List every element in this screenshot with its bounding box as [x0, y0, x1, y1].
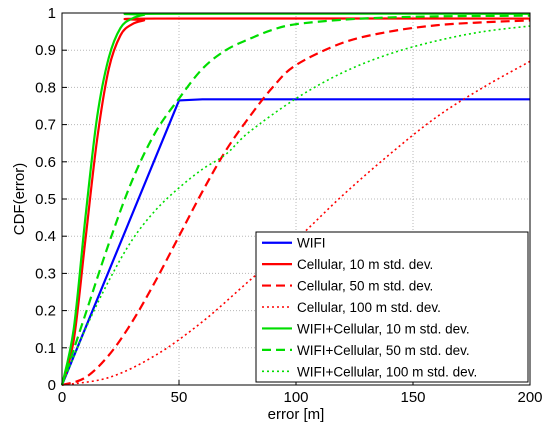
y-tick-label: 0.1 [35, 340, 56, 357]
series-line-5 [60, 14, 531, 386]
series-line-2 [61, 19, 531, 387]
y-tick-label: 0.5 [35, 191, 56, 208]
series-line-0 [60, 98, 530, 386]
x-tick-label: 100 [283, 389, 308, 406]
y-tick-label: 0.2 [35, 303, 56, 320]
y-axis-label: CDF(error) [11, 163, 28, 236]
x-axis-label: error [m] [268, 406, 325, 423]
series-line-1 [60, 17, 531, 386]
series-line-4 [60, 12, 531, 386]
y-tick-label: 0.4 [35, 228, 56, 245]
legend-label-0: WIFI [297, 236, 326, 251]
legend-label-6: WIFI+Cellular, 100 m std. dev. [297, 364, 477, 379]
legend-label-5: WIFI+Cellular, 50 m std. dev. [297, 343, 470, 358]
y-tick-label: 1 [48, 5, 56, 22]
legend: WIFI Cellular, 10 m std. dev. Cellular, 50… [255, 231, 529, 383]
legend-label-2: Cellular, 50 m std. dev. [297, 279, 433, 294]
series-lines [60, 12, 531, 387]
x-tick-label: 150 [400, 389, 425, 406]
y-tick-label: 0.6 [35, 154, 56, 171]
x-tick-label: 200 [517, 389, 542, 406]
legend-label-4: WIFI+Cellular, 10 m std. dev. [297, 321, 470, 336]
y-tick-label: 0.3 [35, 265, 56, 282]
y-tick-label: 0 [48, 377, 56, 394]
y-tick-label: 0.7 [35, 117, 56, 134]
y-tick-label: 0.8 [35, 79, 56, 96]
x-tick-label: 0 [58, 389, 66, 406]
x-tick-label: 50 [171, 389, 188, 406]
tick-labels: 0 50 100 150 200 0 0.1 0.2 0.3 0.4 0.5 0.6 0.7 0.8 0.9… [35, 5, 542, 406]
legend-label-3: Cellular, 100 m std. dev. [297, 300, 441, 315]
legend-box [255, 231, 529, 383]
y-tick-label: 0.9 [35, 42, 56, 59]
legend-label-1: Cellular, 10 m std. dev. [297, 257, 433, 272]
